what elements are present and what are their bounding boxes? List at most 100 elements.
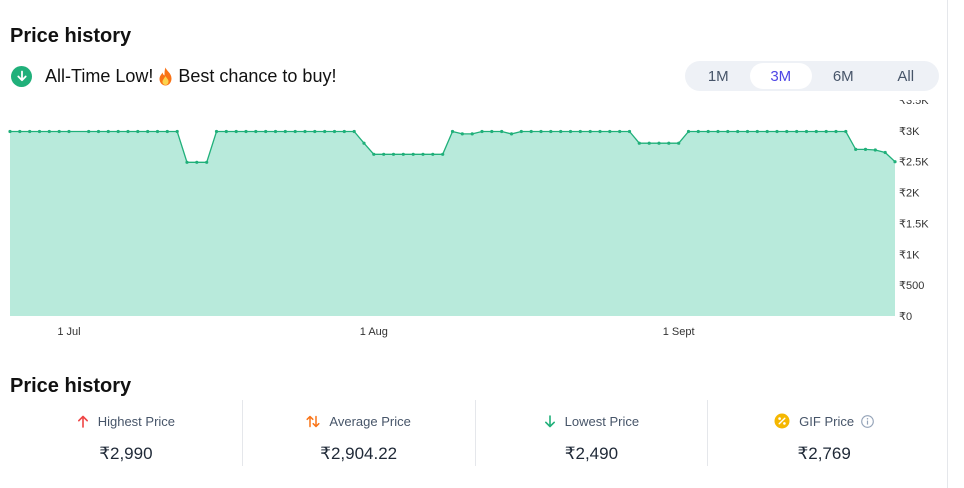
info-icon[interactable] [861,414,874,428]
price-point [234,129,238,134]
price-point [795,129,799,134]
price-point [834,129,838,134]
price-point [450,129,455,134]
price-point [863,147,868,151]
price-point [765,129,769,134]
y-tick-label: ₹3.5K [899,100,929,107]
alert-text-all-time-low: All-Time Low! [45,65,154,86]
price-point [578,129,582,134]
tab-6m[interactable]: 6M [832,67,854,85]
price-point [745,129,750,134]
price-point [470,132,474,136]
price-point [185,160,189,164]
price-point [441,152,445,156]
price-point [244,129,248,134]
y-tick-label: ₹2.5K [899,157,929,169]
alert-text-best-chance: Best chance to buy! [178,65,337,86]
y-tick-label: ₹3K [899,126,920,138]
price-point [126,129,130,134]
arrow-down-icon [544,414,556,428]
price-point [224,129,228,134]
tab-3m[interactable]: 3M [749,63,812,89]
stats-title: Price history [10,375,132,397]
price-point [814,129,818,134]
price-point [146,129,150,134]
price-point [303,129,307,134]
price-point [352,129,356,134]
stat-highest-value: ₹2,990 [99,444,153,463]
x-tick-label: 1 Aug [360,326,388,338]
price-point [539,129,543,134]
price-point [342,129,346,134]
price-point [696,129,700,134]
price-point [519,129,523,134]
price-point [421,152,425,156]
stat-lowest: Lowest Price ₹2,490 [476,400,709,466]
x-tick-label: 1 Jul [57,326,80,338]
price-point [67,129,71,134]
price-point [214,129,219,134]
price-point [598,129,602,134]
price-point [667,141,671,145]
price-point [460,132,464,136]
price-point [391,152,396,156]
page-title: Price history [10,25,132,47]
price-point [195,160,199,164]
price-point [401,152,405,156]
price-point [706,129,710,134]
price-point [637,141,641,145]
tab-1m[interactable]: 1M [707,67,729,85]
y-tick-label: ₹500 [899,280,924,292]
price-point [116,129,120,134]
y-tick-label: ₹1.5K [899,218,929,230]
price-point [736,129,740,134]
price-point [273,129,278,134]
price-point [155,129,160,134]
price-point [362,141,366,145]
price-point [549,129,553,134]
y-tick-label: ₹1K [899,249,920,261]
price-point [883,150,887,155]
swap-icon [306,415,320,428]
price-point [785,129,789,134]
y-tick-label: ₹2K [899,188,920,200]
price-point [264,129,268,134]
price-point [431,152,435,156]
stat-average-label: Average Price [329,413,411,429]
price-point [559,129,563,134]
price-point [8,129,12,134]
stat-highest-label: Highest Price [97,413,176,429]
price-point [716,129,720,134]
gif-badge-icon [774,413,790,429]
stat-lowest-label: Lowest Price [564,413,640,429]
stat-highest: Highest Price ₹2,990 [10,400,243,466]
price-area [10,131,895,316]
price-point [804,129,809,134]
price-point [96,129,101,134]
price-stats: Highest Price ₹2,990 Average Price ₹2,90… [10,400,940,466]
tab-all[interactable]: All [897,67,915,85]
stat-gif: GIF Price ₹2,769 [708,400,940,466]
price-point [677,141,681,145]
price-point [854,147,858,151]
price-point [608,129,612,134]
stat-average: Average Price ₹2,904.22 [243,400,476,466]
range-tabs: 1M 3M 6M All [685,61,939,91]
price-point [657,141,661,145]
price-point [136,129,140,134]
alert-message: All-Time Low! Best chance to buy! [45,66,336,87]
price-point [509,132,514,136]
price-point [293,129,297,134]
price-point [87,129,91,134]
price-point [568,129,573,134]
x-tick-label: 1 Sept [663,326,695,338]
price-point [647,141,651,145]
panel-divider [947,0,948,488]
price-point [500,129,504,134]
price-point [627,129,632,134]
price-point [205,160,209,164]
price-point [824,129,828,134]
stat-gif-label: GIF Price [799,413,855,429]
price-point [686,129,691,134]
price-point [618,129,622,134]
